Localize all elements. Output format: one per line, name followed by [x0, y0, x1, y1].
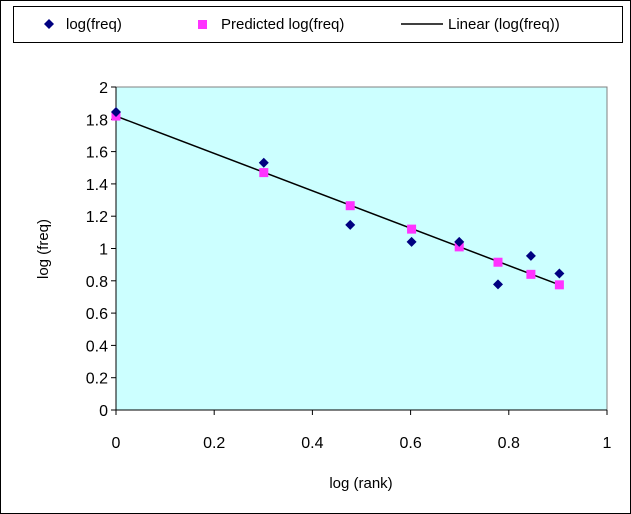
predicted-point	[259, 168, 269, 178]
y-tick-label: 1.4	[86, 177, 108, 194]
observed-point	[406, 236, 417, 247]
legend-marker-diamond	[44, 19, 54, 29]
y-axis-ticks: 0 0.2 0.4 0.6 0.8 1 1.2 1.4 1.6 1.8 2	[86, 80, 116, 420]
y-tick-label: 1.8	[86, 112, 108, 129]
observed-series	[111, 107, 565, 290]
legend-marker-square	[198, 20, 207, 29]
y-tick-label: 0.2	[86, 371, 108, 388]
y-tick-label: 0	[99, 403, 108, 420]
legend: log(freq) Predicted log(freq) Linear (lo…	[44, 16, 560, 33]
observed-point	[554, 268, 565, 279]
x-tick-label: 1	[603, 435, 612, 452]
observed-point	[492, 279, 503, 290]
observed-point	[454, 236, 465, 247]
x-tick-label: 0.4	[301, 435, 323, 452]
x-tick-label: 0.2	[203, 435, 225, 452]
y-tick-label: 0.4	[86, 338, 108, 355]
observed-point	[258, 157, 269, 168]
observed-point	[345, 219, 356, 230]
y-tick-label: 2	[99, 80, 108, 97]
observed-point	[111, 107, 121, 118]
y-tick-label: 1	[99, 242, 108, 259]
predicted-point	[407, 224, 417, 234]
legend-label-series-2: Predicted log(freq)	[221, 16, 344, 33]
predicted-point	[345, 201, 355, 211]
x-tick-label: 0	[112, 435, 121, 452]
legend-label-series-3: Linear (log(freq))	[448, 16, 560, 33]
plot-area	[115, 86, 608, 411]
x-tick-label: 0.8	[498, 435, 520, 452]
y-axis-title: log (freq)	[35, 219, 52, 279]
y-tick-label: 0.6	[86, 306, 108, 323]
legend-box	[13, 6, 623, 43]
trendline	[115, 115, 560, 286]
trendline-group	[115, 115, 560, 286]
y-tick-label: 1.2	[86, 209, 108, 226]
predicted-point	[554, 280, 564, 290]
y-tick-label: 1.6	[86, 145, 108, 162]
y-tick-label: 0.8	[86, 274, 108, 291]
x-axis-title: log (rank)	[329, 475, 392, 492]
x-axis-ticks: 0 0.2 0.4 0.6 0.8 1	[112, 410, 612, 452]
observed-point	[525, 250, 536, 261]
legend-label-series-1: log(freq)	[66, 16, 122, 33]
predicted-point	[454, 242, 464, 252]
predicted-point	[493, 257, 503, 267]
x-tick-label: 0.6	[399, 435, 421, 452]
predicted-point	[526, 269, 536, 279]
